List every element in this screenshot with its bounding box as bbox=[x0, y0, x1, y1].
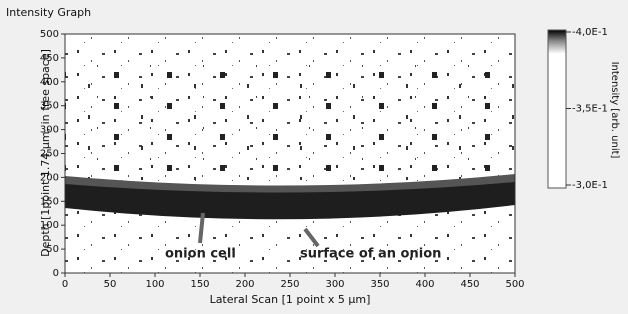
x-tick-label: 450 bbox=[460, 279, 479, 290]
y-tick-label: 300 bbox=[40, 125, 59, 136]
chart: Intensity Graph onion cell surface of an… bbox=[0, 0, 628, 314]
y-tick-label: 250 bbox=[40, 149, 59, 160]
x-tick-label: 0 bbox=[62, 279, 68, 290]
y-tick-label: 450 bbox=[40, 53, 59, 64]
colorbar-tick-label: -3,5E-1 bbox=[572, 104, 608, 115]
chart-title: Intensity Graph bbox=[6, 6, 91, 19]
y-tick-label: 350 bbox=[40, 101, 59, 112]
y-tick-label: 150 bbox=[40, 196, 59, 207]
colorbar-tick-label: -4,0E-1 bbox=[572, 27, 608, 38]
y-tick-label: 100 bbox=[40, 220, 59, 231]
x-tick-label: 350 bbox=[370, 279, 389, 290]
colorbar-tick-label: -3,0E-1 bbox=[572, 180, 608, 191]
annotation: onion cell bbox=[165, 247, 236, 262]
colorbar bbox=[548, 30, 566, 188]
x-axis-label: Lateral Scan [1 point x 5 µm] bbox=[210, 293, 371, 306]
annotation: surface of an onion bbox=[300, 247, 441, 262]
x-tick-label: 200 bbox=[235, 279, 254, 290]
speckle-dense bbox=[65, 60, 515, 180]
x-tick-label: 250 bbox=[280, 279, 299, 290]
x-tick-label: 100 bbox=[145, 279, 164, 290]
x-tick-label: 300 bbox=[325, 279, 344, 290]
y-tick-label: 400 bbox=[40, 77, 59, 88]
y-tick-label: 50 bbox=[46, 244, 59, 255]
x-tick-label: 150 bbox=[190, 279, 209, 290]
y-tick-label: 200 bbox=[40, 172, 59, 183]
y-tick-label: 500 bbox=[40, 29, 59, 40]
x-tick-label: 50 bbox=[104, 279, 117, 290]
colorbar-label: Intensity [arb. unit] bbox=[609, 62, 620, 159]
y-tick-label: 0 bbox=[53, 268, 59, 279]
x-tick-label: 400 bbox=[415, 279, 434, 290]
x-tick-label: 500 bbox=[505, 279, 524, 290]
